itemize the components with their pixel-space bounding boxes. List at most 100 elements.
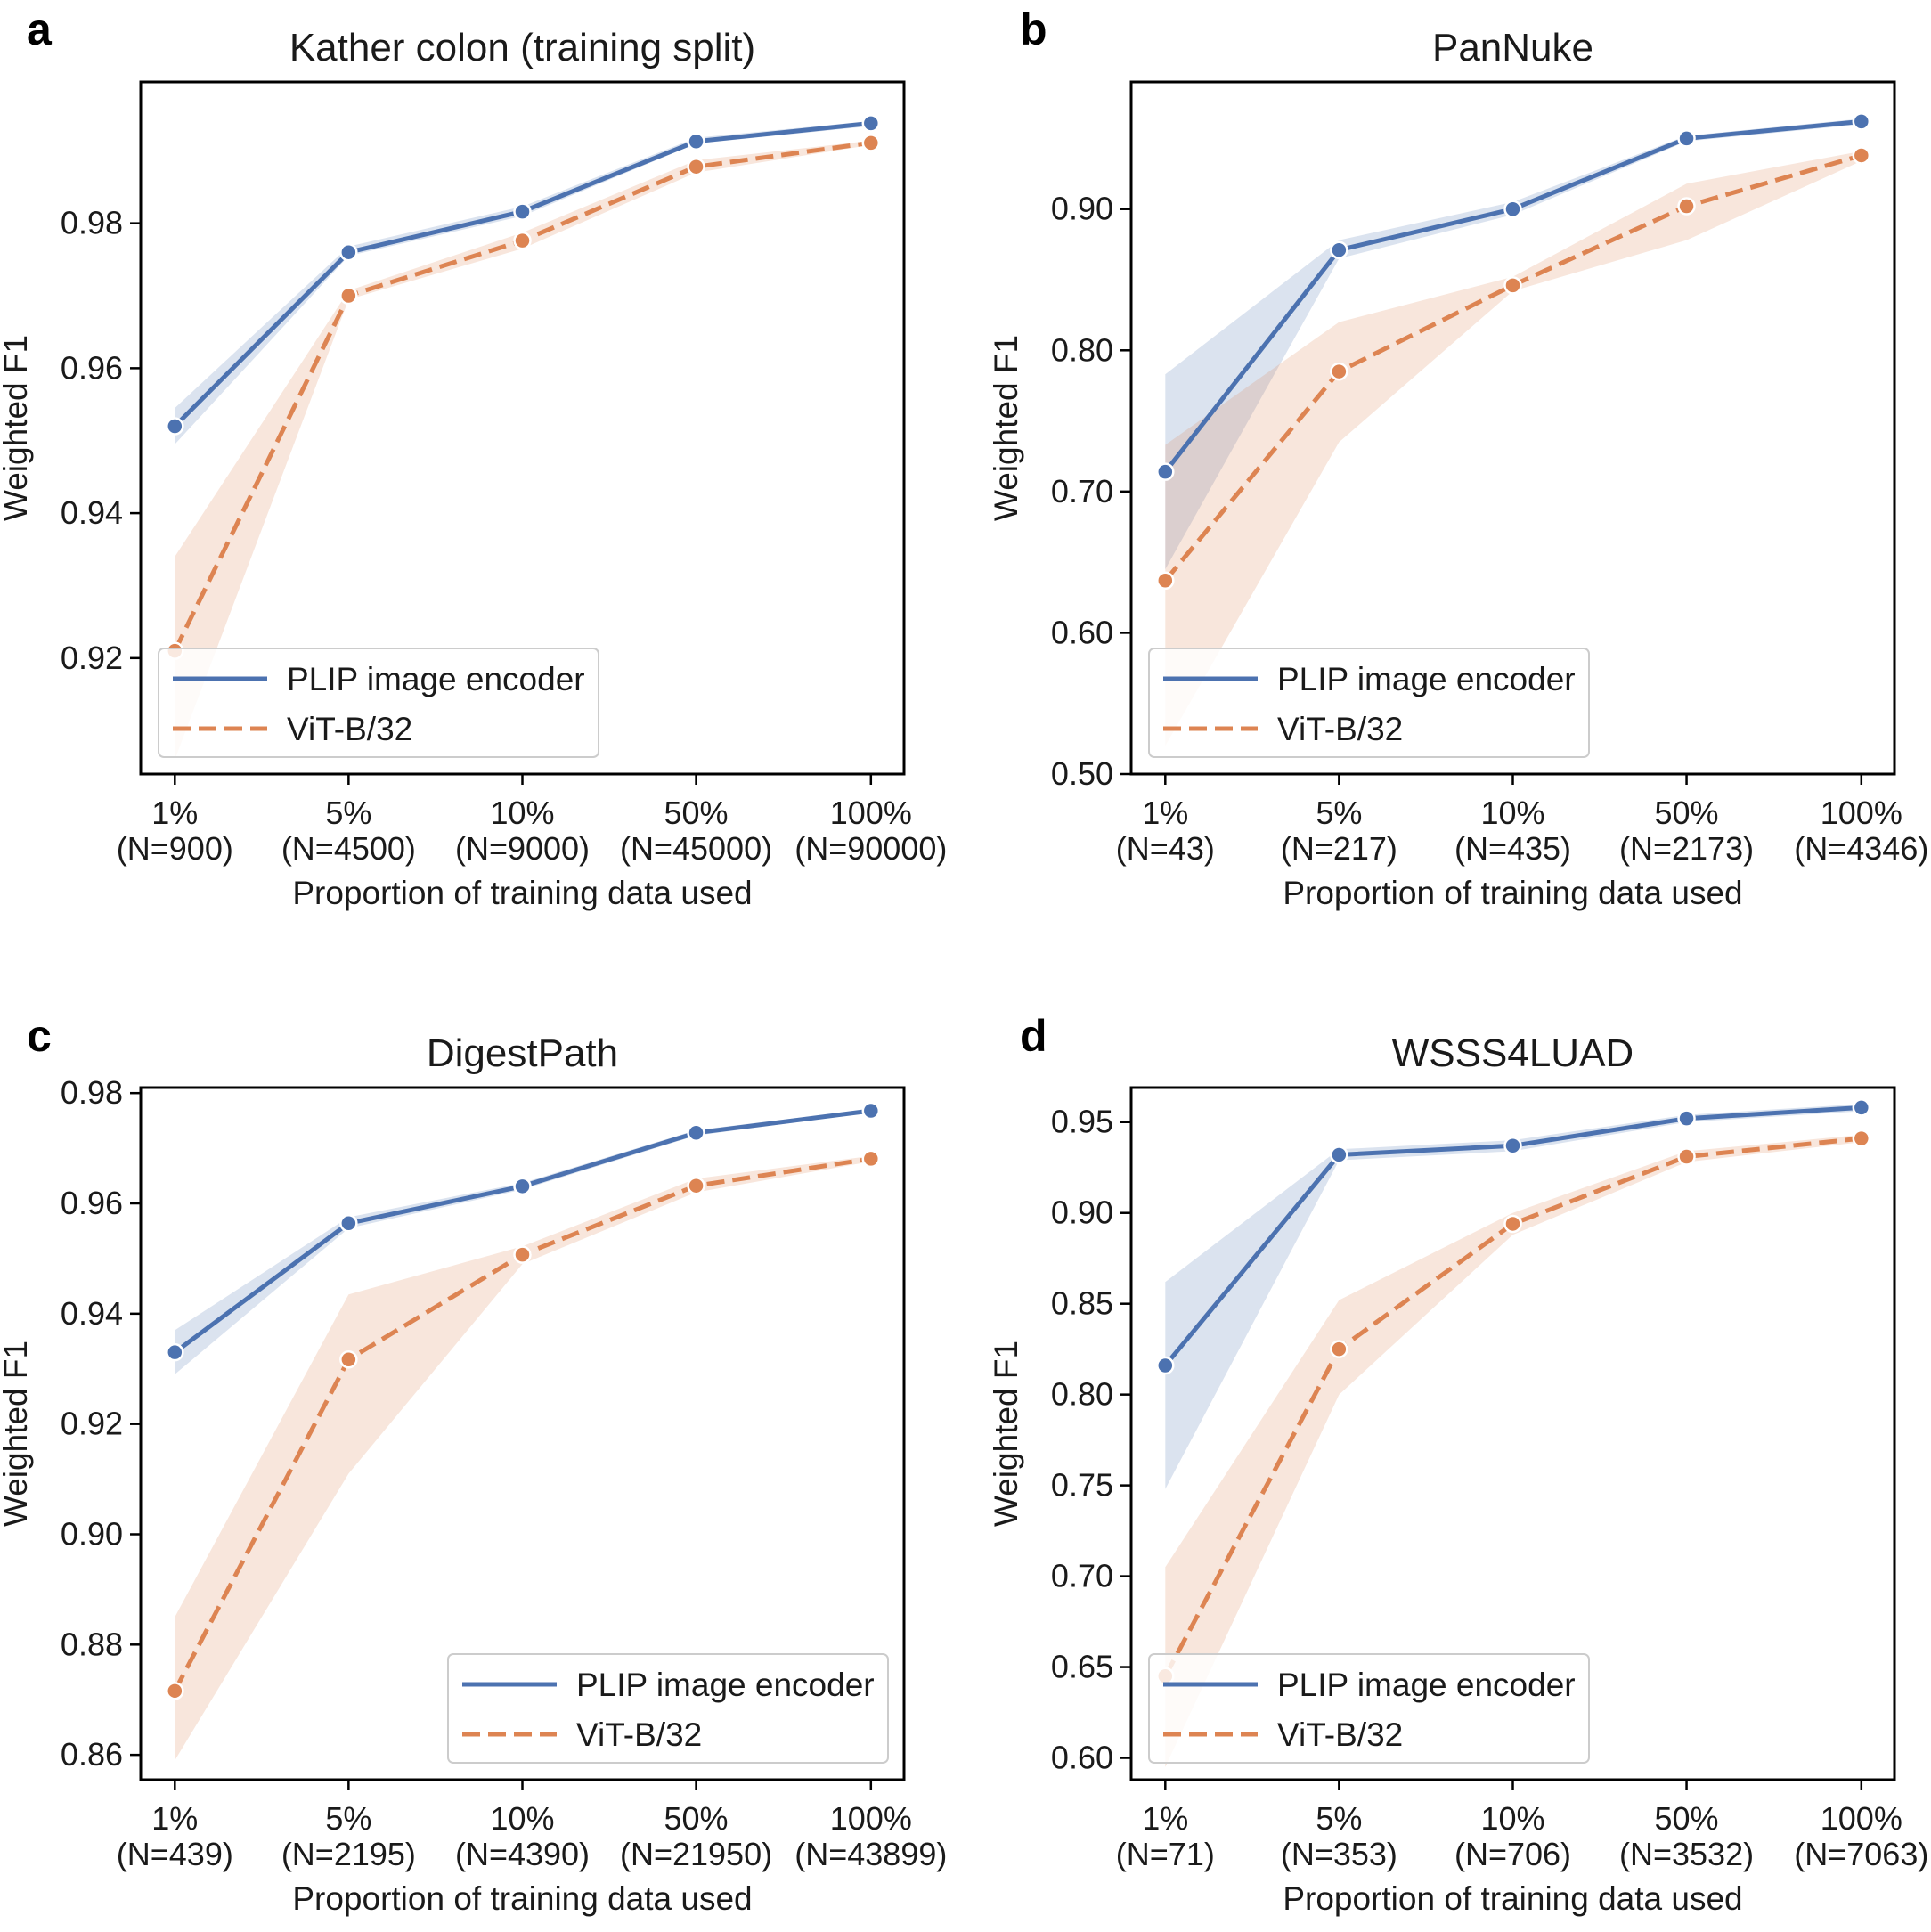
x-axis-label: Proportion of training data used xyxy=(1283,875,1742,911)
confidence-band-plip xyxy=(175,120,871,444)
chart-title: PanNuke xyxy=(1432,26,1593,69)
x-tick-count: (N=706) xyxy=(1454,1836,1571,1872)
x-tick-count: (N=353) xyxy=(1281,1836,1397,1872)
data-point-vit xyxy=(861,1149,881,1169)
confidence-band-vit xyxy=(1165,151,1862,746)
x-axis-label: Proportion of training data used xyxy=(292,1880,752,1917)
data-point-plip xyxy=(166,1342,184,1362)
x-tick-label: 50% xyxy=(1655,795,1719,831)
x-tick-label: 1% xyxy=(151,1800,198,1837)
x-tick-count: (N=2173) xyxy=(1619,830,1754,867)
data-point-plip xyxy=(861,114,881,133)
legend-box xyxy=(1148,1653,1590,1764)
x-tick-count: (N=21950) xyxy=(620,1836,772,1872)
legend-box xyxy=(1148,648,1590,758)
confidence-band-vit xyxy=(175,1155,871,1761)
chart-panel-d: d WSSS4LUAD 0.60 0.65 0.70 0.75 0.80 0.85 0.90 0.… xyxy=(988,1011,1928,1917)
data-point-plip xyxy=(1852,1098,1871,1117)
legend-label-vit: ViT-B/32 xyxy=(287,711,412,747)
data-point-vit xyxy=(687,1176,705,1195)
chart-panel-c: c DigestPath 0.86 0.88 0.90 0.92 0.94 0.96 0.98 1… xyxy=(0,1011,947,1917)
y-tick-label: 0.80 xyxy=(1051,331,1113,368)
y-tick-label: 0.90 xyxy=(1051,1194,1113,1231)
data-point-plip xyxy=(1330,1145,1348,1164)
series-line-plip xyxy=(173,120,872,428)
x-tick-count: (N=2195) xyxy=(281,1836,416,1872)
x-tick-label: 100% xyxy=(830,1800,912,1837)
y-tick-label: 0.80 xyxy=(1051,1376,1113,1413)
y-axis-label: Weighted F1 xyxy=(988,335,1024,521)
y-tick-label: 0.65 xyxy=(1051,1649,1113,1685)
legend: PLIP image encoder ViT-B/32 xyxy=(158,648,599,758)
x-tick-label: 1% xyxy=(1142,1800,1188,1837)
confidence-band-plip xyxy=(175,1109,871,1374)
legend-label-vit: ViT-B/32 xyxy=(1277,1716,1403,1753)
y-axis-label: Weighted F1 xyxy=(0,335,34,521)
data-point-plip xyxy=(1677,1109,1696,1128)
x-tick-count: (N=45000) xyxy=(620,830,772,867)
data-point-plip xyxy=(166,417,184,436)
x-tick-count: (N=9000) xyxy=(455,830,590,867)
confidence-band-vit xyxy=(1165,1135,1862,1767)
y-tick-label: 0.70 xyxy=(1051,473,1113,509)
legend-box xyxy=(447,1653,889,1764)
data-point-plip xyxy=(687,132,705,151)
data-point-plip xyxy=(1677,129,1696,148)
data-point-vit xyxy=(1503,1214,1522,1234)
y-tick-label: 0.92 xyxy=(61,640,123,676)
x-tick-label: 100% xyxy=(1821,1800,1902,1837)
plot-area xyxy=(1156,1098,1871,1767)
x-tick-count: (N=4390) xyxy=(455,1836,590,1872)
data-point-plip xyxy=(339,1214,358,1233)
y-tick-label: 0.95 xyxy=(1051,1104,1113,1140)
data-point-vit xyxy=(1330,1340,1348,1358)
chart-title: DigestPath xyxy=(427,1031,618,1075)
x-tick-count: (N=4500) xyxy=(281,830,416,867)
legend-box xyxy=(158,648,599,758)
x-tick-label: 50% xyxy=(664,1800,729,1837)
data-point-vit xyxy=(1156,571,1175,591)
x-tick-count: (N=71) xyxy=(1116,1836,1215,1872)
chart-title: Kather colon (training split) xyxy=(289,26,755,69)
data-point-vit xyxy=(166,1682,184,1700)
x-tick-label: 10% xyxy=(1480,1800,1544,1837)
data-point-vit xyxy=(339,1349,358,1369)
x-tick-count: (N=900) xyxy=(117,830,233,867)
x-tick-count: (N=217) xyxy=(1281,830,1397,867)
legend: PLIP image encoder ViT-B/32 xyxy=(1148,1653,1590,1764)
data-point-vit xyxy=(339,286,358,306)
data-point-plip xyxy=(513,202,532,221)
chart-title: WSSS4LUAD xyxy=(1392,1031,1634,1075)
panel-letter: b xyxy=(1020,4,1047,54)
y-tick-label: 0.85 xyxy=(1051,1285,1113,1322)
x-tick-count: (N=90000) xyxy=(794,830,947,867)
legend-label-plip: PLIP image encoder xyxy=(576,1667,875,1703)
data-point-vit xyxy=(1677,1147,1696,1166)
legend: PLIP image encoder ViT-B/32 xyxy=(1148,648,1590,758)
y-tick-label: 0.60 xyxy=(1051,614,1113,650)
x-tick-count: (N=439) xyxy=(117,1836,233,1872)
panel-letter: c xyxy=(27,1011,52,1061)
x-tick-label: 1% xyxy=(1142,795,1188,831)
chart-panel-b: b PanNuke0.500.600.700.800.901%(N=43)5%(N… xyxy=(988,4,1928,911)
y-tick-label: 0.94 xyxy=(61,1295,123,1332)
data-point-plip xyxy=(1503,200,1522,218)
plot-area xyxy=(166,1101,881,1761)
y-tick-label: 0.50 xyxy=(1051,755,1113,792)
data-point-plip xyxy=(1156,1356,1175,1375)
y-tick-label: 0.92 xyxy=(61,1406,123,1442)
x-tick-label: 5% xyxy=(1316,1800,1362,1837)
x-tick-label: 50% xyxy=(664,795,729,831)
x-tick-count: (N=4346) xyxy=(1794,830,1928,867)
x-tick-label: 100% xyxy=(1821,795,1902,831)
x-tick-count: (N=7063) xyxy=(1794,1836,1928,1872)
legend-label-vit: ViT-B/32 xyxy=(576,1716,702,1753)
panel-letter: d xyxy=(1020,1011,1047,1061)
data-point-plip xyxy=(339,242,358,262)
x-tick-label: 50% xyxy=(1655,1800,1719,1837)
data-point-vit xyxy=(1677,197,1696,216)
y-tick-label: 0.75 xyxy=(1051,1467,1113,1504)
x-tick-label: 10% xyxy=(490,1800,554,1837)
y-tick-label: 0.86 xyxy=(61,1736,123,1773)
x-tick-label: 5% xyxy=(325,1800,371,1837)
